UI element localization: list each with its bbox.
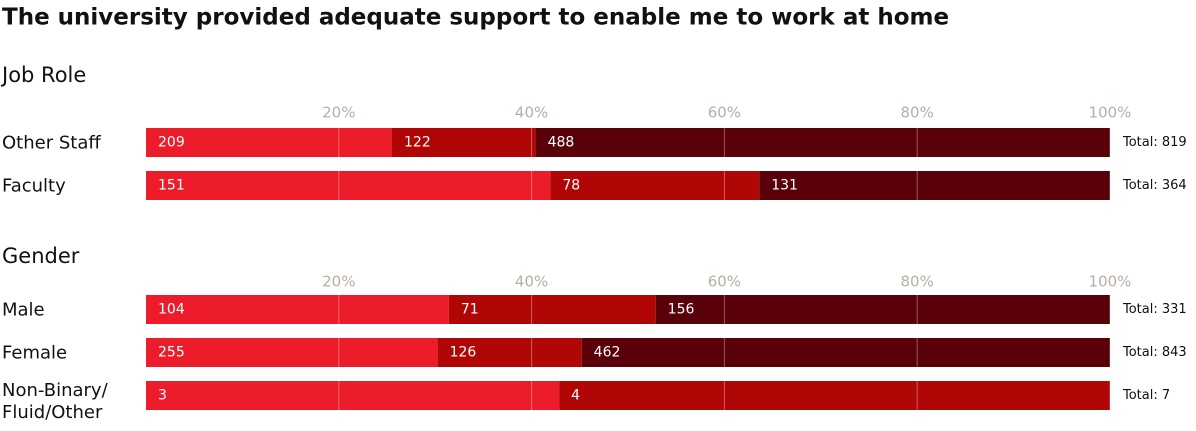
segment-label: 104 <box>158 302 185 318</box>
category-label: Other Staff <box>2 133 101 154</box>
bar-segment <box>759 171 1110 200</box>
bar-segment <box>550 171 760 200</box>
bar-segment <box>559 381 1110 410</box>
segment-label: 131 <box>771 178 798 194</box>
x-tick-label: 60% <box>708 104 741 122</box>
category-label: Female <box>2 343 67 364</box>
x-tick-label: 20% <box>322 273 355 291</box>
bar-segment <box>448 295 656 324</box>
total-label: Total: 331 <box>1122 302 1187 317</box>
total-label: Total: 364 <box>1122 178 1187 193</box>
section-title: Gender <box>2 244 80 268</box>
segment-label: 151 <box>158 178 185 194</box>
bar-segment <box>437 338 582 367</box>
total-label: Total: 819 <box>1122 135 1187 150</box>
segment-label: 156 <box>668 302 695 318</box>
category-label-line: Fluid/Other <box>2 402 103 423</box>
segment-label: 3 <box>158 388 167 404</box>
category-label-line: Non-Binary/ <box>2 380 109 401</box>
category-label: Male <box>2 300 45 321</box>
segment-label: 78 <box>562 178 580 194</box>
bar-segment <box>146 338 438 367</box>
category-label: Non-Binary/Fluid/Other <box>2 380 109 423</box>
segment-label: 126 <box>450 345 477 361</box>
section-title: Job Role <box>0 63 86 87</box>
x-tick-label: 60% <box>708 273 741 291</box>
segment-label: 209 <box>158 135 185 151</box>
x-tick-label: 40% <box>515 104 548 122</box>
x-tick-label: 80% <box>901 104 934 122</box>
category-label: Faculty <box>2 176 66 197</box>
x-tick-label: 20% <box>322 104 355 122</box>
bar-segment <box>392 128 536 157</box>
segment-label: 255 <box>158 345 185 361</box>
bar-segment <box>146 171 551 200</box>
x-tick-label: 100% <box>1089 273 1132 291</box>
total-label: Total: 843 <box>1122 345 1187 360</box>
bar-segment <box>655 295 1110 324</box>
x-tick-label: 40% <box>515 273 548 291</box>
segment-label: 4 <box>571 388 580 404</box>
x-tick-label: 80% <box>901 273 934 291</box>
bar-segment <box>146 295 449 324</box>
total-label: Total: 7 <box>1122 388 1170 403</box>
segment-label: 71 <box>461 302 479 318</box>
x-tick-label: 100% <box>1089 104 1132 122</box>
bar-segment <box>535 128 1110 157</box>
segment-label: 462 <box>594 345 621 361</box>
bar-segment <box>146 381 560 410</box>
segment-label: 488 <box>548 135 575 151</box>
bar-segment <box>146 128 393 157</box>
chart-title: The university provided adequate support… <box>2 5 949 31</box>
bar-segment <box>581 338 1110 367</box>
segment-label: 122 <box>404 135 431 151</box>
